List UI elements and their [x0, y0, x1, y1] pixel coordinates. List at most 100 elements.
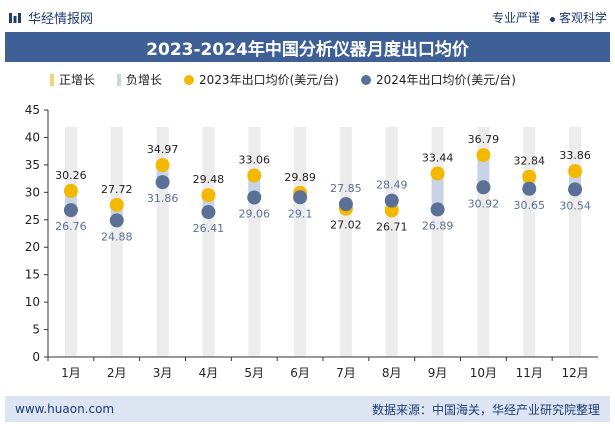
data-label-2023: 33.06 — [239, 154, 271, 167]
column-background-bar — [202, 127, 215, 357]
change-bar-negative — [431, 173, 444, 210]
data-label-2024: 27.85 — [330, 182, 362, 195]
point-2024 — [155, 175, 170, 190]
legend-item-positive: 正增长 — [50, 71, 95, 88]
point-2024 — [293, 190, 308, 205]
legend-swatch-negative — [117, 73, 122, 86]
x-tick-label: 10月 — [470, 366, 497, 380]
data-label-2024: 28.49 — [376, 179, 408, 192]
point-2024 — [63, 203, 78, 218]
data-label-2024: 31.86 — [147, 192, 179, 205]
tag-right-wrap: 客观科学 — [549, 9, 607, 26]
point-2024 — [522, 181, 537, 196]
y-tick-label: 30 — [25, 185, 40, 199]
data-label-2023: 27.02 — [330, 219, 362, 232]
point-2023 — [430, 166, 445, 181]
legend-swatch-positive — [50, 73, 54, 86]
brand-logo-icon — [9, 12, 21, 23]
y-tick-label: 5 — [32, 323, 40, 337]
x-tick-label: 4月 — [199, 366, 219, 380]
legend-swatch-2023 — [184, 74, 195, 85]
point-2023 — [201, 188, 216, 203]
data-label-2023: 32.84 — [514, 155, 546, 168]
legend-item-2023: 2023年出口均价(美元/台) — [184, 71, 339, 88]
point-2023 — [522, 169, 537, 184]
data-label-2024: 29.1 — [288, 207, 313, 220]
point-2024 — [247, 190, 262, 205]
data-label-2024: 30.92 — [468, 197, 500, 210]
legend-item-negative: 负增长 — [117, 71, 162, 88]
y-tick-label: 45 — [25, 103, 40, 117]
x-tick-label: 6月 — [290, 366, 310, 380]
x-tick-label: 5月 — [244, 366, 264, 380]
data-label-2024: 30.54 — [559, 199, 591, 212]
data-label-2023: 30.26 — [55, 169, 87, 182]
brand-name: 华经情报网 — [28, 12, 94, 27]
y-tick-label: 25 — [25, 213, 40, 227]
brand: 华经情报网 — [8, 8, 93, 27]
change-bar-negative — [477, 155, 490, 188]
footer-source: 数据来源：中国海关，华经产业研究院整理 — [371, 402, 600, 417]
chart-legend: 正增长 负增长 2023年出口均价(美元/台) 2024年出口均价(美元/台) — [50, 71, 516, 88]
data-label-2024: 30.65 — [514, 199, 546, 212]
legend-swatch-2024 — [360, 74, 371, 85]
column-background-bar — [385, 127, 398, 357]
x-tick-label: 1月 — [61, 366, 81, 380]
point-2023 — [384, 203, 399, 218]
data-label-2024: 26.76 — [55, 220, 87, 233]
point-2023 — [63, 183, 78, 198]
data-label-2023: 29.48 — [193, 173, 225, 186]
legend-item-2024: 2024年出口均价(美元/台) — [360, 71, 516, 88]
data-label-2023: 36.79 — [468, 133, 500, 146]
x-tick-label: 9月 — [428, 366, 448, 380]
point-2024 — [476, 180, 491, 195]
point-2023 — [109, 197, 124, 212]
y-tick-label: 20 — [25, 240, 40, 254]
x-tick-label: 12月 — [561, 366, 588, 380]
y-tick-label: 15 — [25, 268, 40, 282]
chart-plot: 0 5 10 15 20 25 30 35 40 45 1月 2月 3月 4月 5月 6月 7月 8月 9月 10月 1… — [25, 103, 598, 380]
tag-left: 专业严谨 — [491, 11, 540, 25]
legend-label-negative: 负增长 — [126, 73, 163, 87]
bullet-icon — [549, 17, 555, 22]
column-background-bar — [294, 127, 307, 357]
data-label-2023: 27.72 — [101, 183, 133, 196]
legend-label-positive: 正增长 — [59, 73, 96, 87]
data-label-2024: 29.06 — [239, 207, 271, 220]
column-background-bar — [339, 127, 352, 357]
tag-right: 客观科学 — [558, 11, 607, 25]
y-tick-label: 40 — [25, 130, 40, 144]
point-2024 — [430, 202, 445, 217]
point-2024 — [384, 193, 399, 208]
point-2023 — [476, 148, 491, 163]
point-2024 — [338, 197, 353, 212]
legend-label-2024: 2024年出口均价(美元/台) — [375, 73, 516, 87]
footer-website: www.huaon.com — [15, 402, 115, 416]
data-label-2023: 33.86 — [559, 149, 591, 162]
x-tick-label: 3月 — [153, 366, 173, 380]
data-label-2023: 34.97 — [147, 143, 179, 156]
point-2023 — [155, 158, 170, 173]
x-tick-label: 11月 — [516, 366, 543, 380]
x-tick-label: 8月 — [382, 366, 402, 380]
point-2024 — [568, 182, 583, 197]
data-label-2023: 29.89 — [284, 171, 316, 184]
y-tick-label: 35 — [25, 158, 40, 172]
legend-label-2023: 2023年出口均价(美元/台) — [199, 73, 339, 87]
point-2024 — [109, 213, 124, 228]
top-bar: 华经情报网 专业严谨 客观科学 — [0, 0, 615, 32]
chart-title: 2023-2024年中国分析仪器月度出口均价 — [5, 32, 610, 62]
footer-bar: www.huaon.com 数据来源：中国海关，华经产业研究院整理 — [5, 396, 610, 422]
point-2023 — [568, 164, 583, 179]
x-tick-label: 7月 — [336, 366, 356, 380]
point-2023 — [247, 168, 262, 183]
header-tags: 专业严谨 客观科学 — [492, 9, 607, 26]
x-tick-label: 2月 — [107, 366, 127, 380]
data-label-2024: 24.88 — [101, 230, 133, 243]
data-label-2024: 26.41 — [193, 222, 225, 235]
column-background-bar — [110, 127, 123, 357]
data-label-2023: 33.44 — [422, 151, 454, 164]
data-label-2024: 26.89 — [422, 219, 454, 232]
data-label-2023: 26.71 — [376, 220, 408, 233]
column-background-bar — [64, 127, 77, 357]
